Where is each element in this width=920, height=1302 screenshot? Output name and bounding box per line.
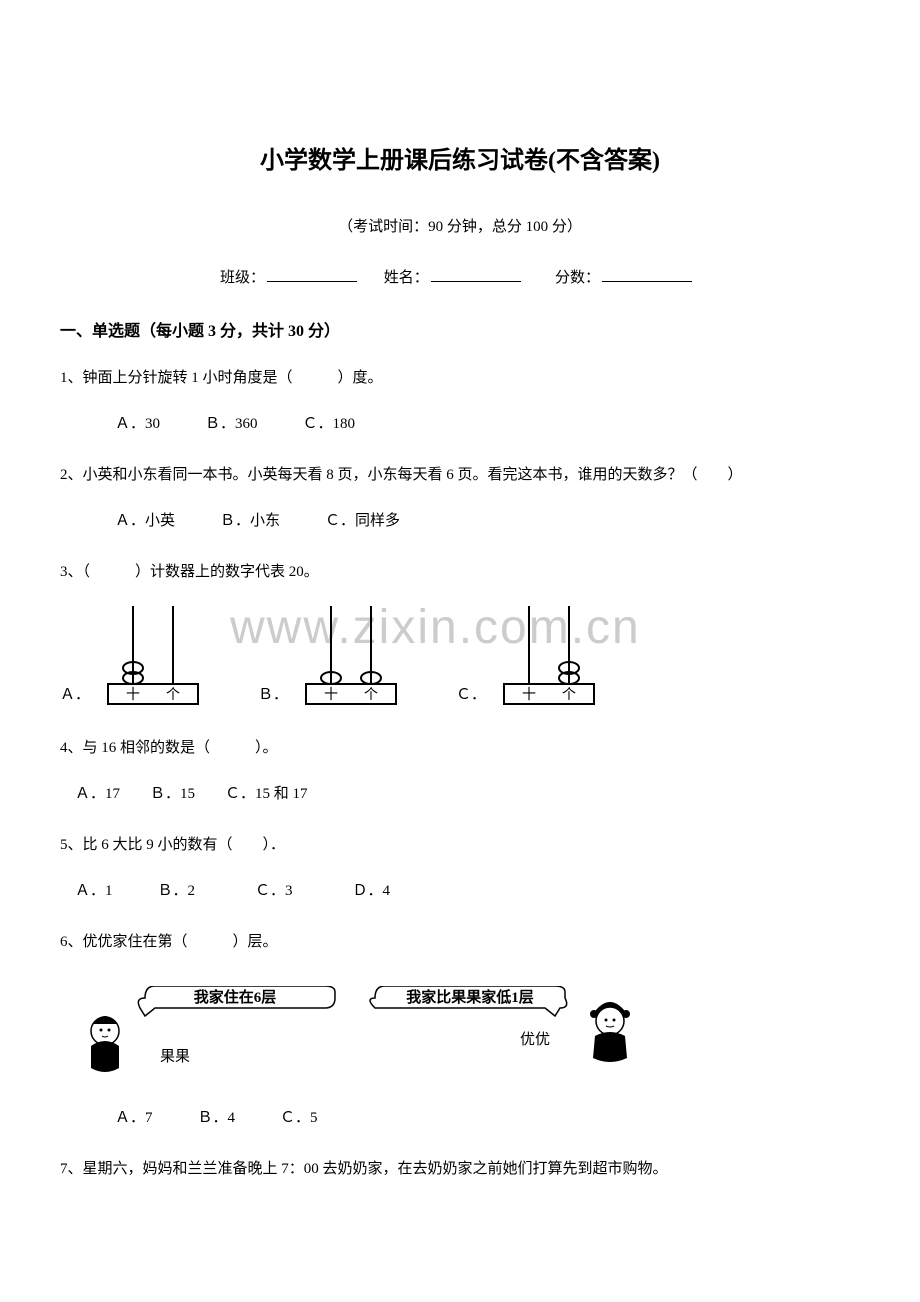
page-title: 小学数学上册课后练习试卷(不含答案) [60,140,860,175]
question-5: 5、比 6 大比 9 小的数有（ ）． [60,833,860,857]
class-label: 班级： [220,270,265,286]
svg-text:个: 个 [166,687,180,703]
svg-text:我家比果果家低1层: 我家比果果家低1层 [406,988,534,1006]
question-6-options: Ａ．7 Ｂ．4 Ｃ．5 [60,1106,860,1127]
abacus-a-icon: 十 个 [98,606,208,706]
question-6-illustration: 我家住在6层 果果 我家比果果家低1层 优优 [75,986,665,1076]
score-blank [602,281,692,282]
option-a-label: Ａ． [60,683,90,706]
question-1: 1、钟面上分针旋转 1 小时角度是（ ）度。 [60,366,860,390]
score-label: 分数： [555,270,600,286]
svg-text:十: 十 [126,687,140,703]
question-5-options: Ａ．1 Ｂ．2 Ｃ．3 Ｄ．4 [60,879,860,900]
class-blank [267,281,357,282]
question-7: 7、星期六，妈妈和兰兰准备晚上 7：00 去奶奶家，在去奶奶家之前她们打算先到超… [60,1157,860,1181]
name-label: 姓名： [384,270,429,286]
question-2-options: Ａ．小英 Ｂ．小东 Ｃ．同样多 [60,509,860,530]
abacus-b-icon: 十 个 [296,606,406,706]
student-info-line: 班级： 姓名： 分数： [60,266,860,287]
question-3: 3、（ ）计数器上的数字代表 20。 [60,560,860,584]
svg-text:优优: 优优 [520,1031,550,1048]
svg-text:十: 十 [324,687,338,703]
question-3-options: Ａ． 十 个 Ｂ． 十 个 Ｃ． 十 [60,606,860,706]
svg-text:个: 个 [364,687,378,703]
svg-text:十: 十 [522,687,536,703]
question-2: 2、小英和小东看同一本书。小英每天看 8 页，小东每天看 6 页。看完这本书，谁… [60,463,860,487]
option-c-label: Ｃ． [456,683,486,706]
svg-text:个: 个 [562,687,576,703]
option-b-label: Ｂ． [258,683,288,706]
section-1-heading: 一、单选题（每小题 3 分，共计 30 分） [60,317,860,341]
exam-subtitle: （考试时间：90 分钟，总分 100 分） [60,215,860,236]
question-4-options: Ａ．17 Ｂ．15 Ｃ．15 和 17 [60,782,860,803]
svg-text:果果: 果果 [160,1049,190,1065]
question-1-options: Ａ．30 Ｂ．360 Ｃ．180 [60,412,860,433]
question-6: 6、优优家住在第（ ）层。 [60,930,860,954]
question-4: 4、与 16 相邻的数是（ ）。 [60,736,860,760]
svg-text:我家住在6层: 我家住在6层 [194,988,277,1006]
abacus-c-icon: 十 个 [494,606,604,706]
name-blank [431,281,521,282]
